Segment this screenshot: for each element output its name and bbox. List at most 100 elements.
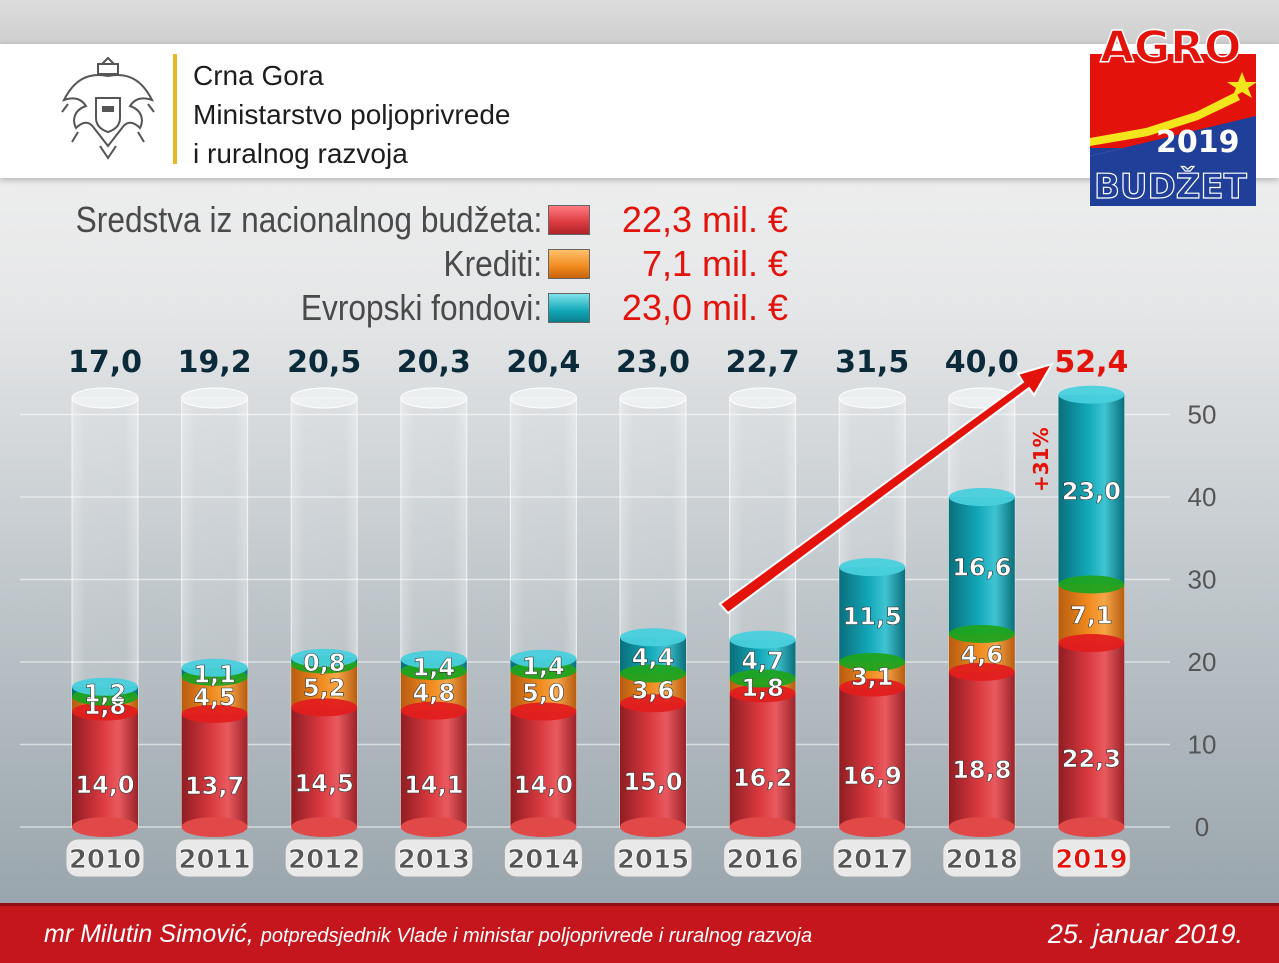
bar-segment (1058, 394, 1125, 585)
year-pill: 2011 (175, 838, 255, 878)
year-pill-bg (175, 838, 255, 878)
growth-arrow: +31% (718, 362, 1055, 615)
segment-label: 14,1 (404, 771, 463, 799)
segment-label: 4,8 (413, 679, 456, 707)
legend-value-eu-funds: 23,0 mil. € (621, 287, 788, 328)
bar-base (948, 817, 1015, 837)
total-label: 31,5 (835, 345, 909, 380)
segment-cap (839, 653, 906, 671)
bar-segment (291, 707, 358, 827)
year-pill-bg (65, 838, 145, 878)
year-pill: 2010 (65, 838, 145, 878)
legend-label-eu-funds: Evropski fondovi: (300, 287, 542, 328)
glass-top (400, 387, 468, 409)
bar-segment (948, 671, 1015, 827)
year-pill: 2017 (832, 838, 912, 878)
year-pill: 2013 (394, 838, 474, 878)
bar-base (510, 817, 577, 837)
glass-top (509, 387, 577, 409)
segment-cap (729, 669, 796, 688)
footer-author: mr Milutin Simović, potpredsjednik Vlade… (44, 920, 812, 949)
bar-column: 14,0 5,01,4 2014 20,4 (503, 345, 583, 878)
top-strip (0, 0, 1279, 44)
ministry-line-3: i ruralnog razvoja (193, 138, 408, 169)
bar-base (839, 817, 906, 837)
segment-label: 5,2 (303, 674, 346, 702)
segment-cap (181, 704, 248, 723)
segment-cap (948, 662, 1015, 681)
bar-base (181, 817, 248, 837)
y-tick-label: 0 (1195, 812, 1209, 842)
segment-label: 22,3 (1062, 745, 1121, 773)
glass-top (71, 387, 139, 409)
year-pill: 2018 (942, 838, 1022, 878)
total-label: 17,0 (68, 345, 142, 380)
bar-segment (72, 711, 138, 827)
y-tick-label: 20 (1188, 647, 1217, 677)
total-label: 20,5 (287, 345, 361, 380)
header (0, 44, 1279, 178)
year-pill-bg (723, 838, 803, 878)
segment-cap (1058, 575, 1125, 594)
year-label: 2019 (1055, 845, 1127, 875)
segment-label: 15,0 (623, 768, 682, 796)
growth-annotation: +31% (1029, 427, 1053, 492)
segment-cap (400, 701, 467, 720)
segment-label: 23,0 (1062, 478, 1121, 506)
segment-cap (181, 658, 248, 677)
bar-base (400, 817, 467, 837)
segment-cap (948, 624, 1015, 643)
year-label: 2010 (69, 845, 141, 875)
segment-cap (400, 650, 467, 669)
segment-cap (839, 678, 906, 697)
year-pill-bg (942, 838, 1022, 878)
glass-top (729, 387, 797, 409)
glass-top (290, 387, 358, 409)
segment-cap (620, 694, 686, 713)
total-label: 23,0 (616, 345, 690, 380)
glass-top (619, 387, 687, 409)
y-tick-label: 30 (1188, 565, 1217, 595)
segment-cap (72, 702, 138, 721)
footer-author-name: mr Milutin Simović, (44, 920, 254, 948)
segment-cap (510, 649, 577, 668)
total-label: 19,2 (178, 345, 252, 380)
year-pill-bg (613, 838, 693, 878)
bar-column: 16,9 3,1 11,5 2017 31,5 (832, 345, 912, 878)
segment-label: 16,6 (952, 553, 1011, 581)
segment-label: 3,1 (851, 663, 894, 691)
legend-swatch-eu-funds (548, 293, 590, 323)
footer-date: 25. januar 2019. (1047, 919, 1243, 949)
segment-label: 3,6 (632, 676, 675, 704)
legend-value-credits: 7,1 mil. € (641, 243, 788, 284)
segment-cap (291, 698, 358, 717)
year-pill: 2019 (1051, 838, 1131, 878)
total-label: 40,0 (945, 345, 1019, 380)
bar-base (291, 817, 358, 837)
bar-column: 22,3 7,1 23,0 2019 52,4 (1051, 345, 1131, 878)
year-pill-bg (394, 838, 474, 878)
year-label: 2015 (617, 845, 689, 875)
bar-column: 14,0 1,81,2 2010 17,0 (65, 345, 145, 878)
segment-label: 13,7 (185, 772, 244, 800)
total-label: 20,4 (506, 345, 580, 380)
legend-label-credits: Krediti: (443, 243, 542, 284)
segment-label: 1,4 (413, 653, 456, 681)
year-pill-bg (284, 838, 364, 878)
y-tick-label: 10 (1188, 730, 1217, 760)
segment-label: 1,4 (522, 652, 565, 680)
segment-label: 1,1 (193, 660, 236, 688)
logo-year: 2019 (1156, 125, 1240, 160)
segment-cap (948, 488, 1015, 506)
legend-swatch-national (548, 205, 590, 235)
segment-label: 18,8 (952, 756, 1011, 784)
bar-segment (620, 703, 686, 827)
segment-cap (729, 684, 796, 703)
legend-swatch-credits (548, 249, 590, 279)
bar-segment (181, 713, 248, 827)
legend-label-national: Sredstva iz nacionalnog budžeta: (75, 199, 542, 240)
segment-cap (620, 628, 686, 647)
year-label: 2016 (726, 845, 798, 875)
year-pill-bg (503, 838, 583, 878)
